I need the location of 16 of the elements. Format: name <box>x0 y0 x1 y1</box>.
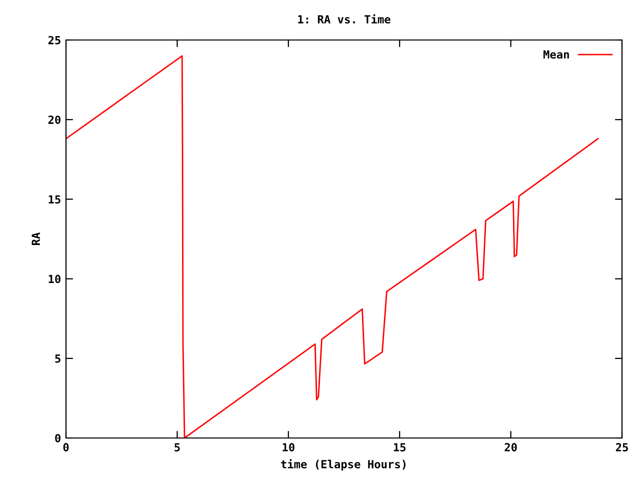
x-tick-label: 15 <box>394 443 406 452</box>
y-tick-label: 0 <box>55 434 60 442</box>
y-tick-label: 20 <box>48 116 60 124</box>
y-axis-title: RA <box>32 232 40 245</box>
x-tick-label: 25 <box>616 443 628 452</box>
x-tick-label: 5 <box>174 443 180 452</box>
x-axis-title: time (Elapse Hours) <box>281 459 406 471</box>
x-tick-label: 20 <box>504 443 517 452</box>
y-tick-label: 10 <box>48 274 60 284</box>
y-tick-label: 5 <box>55 354 60 363</box>
legend-label: Mean <box>543 50 569 59</box>
x-tick-label: 0 <box>63 443 69 452</box>
y-tick-label: 15 <box>48 195 60 204</box>
chart-title: 1: RA vs. Time <box>298 14 390 24</box>
y-tick-label: 25 <box>48 36 60 44</box>
x-tick-label: 10 <box>282 443 294 452</box>
